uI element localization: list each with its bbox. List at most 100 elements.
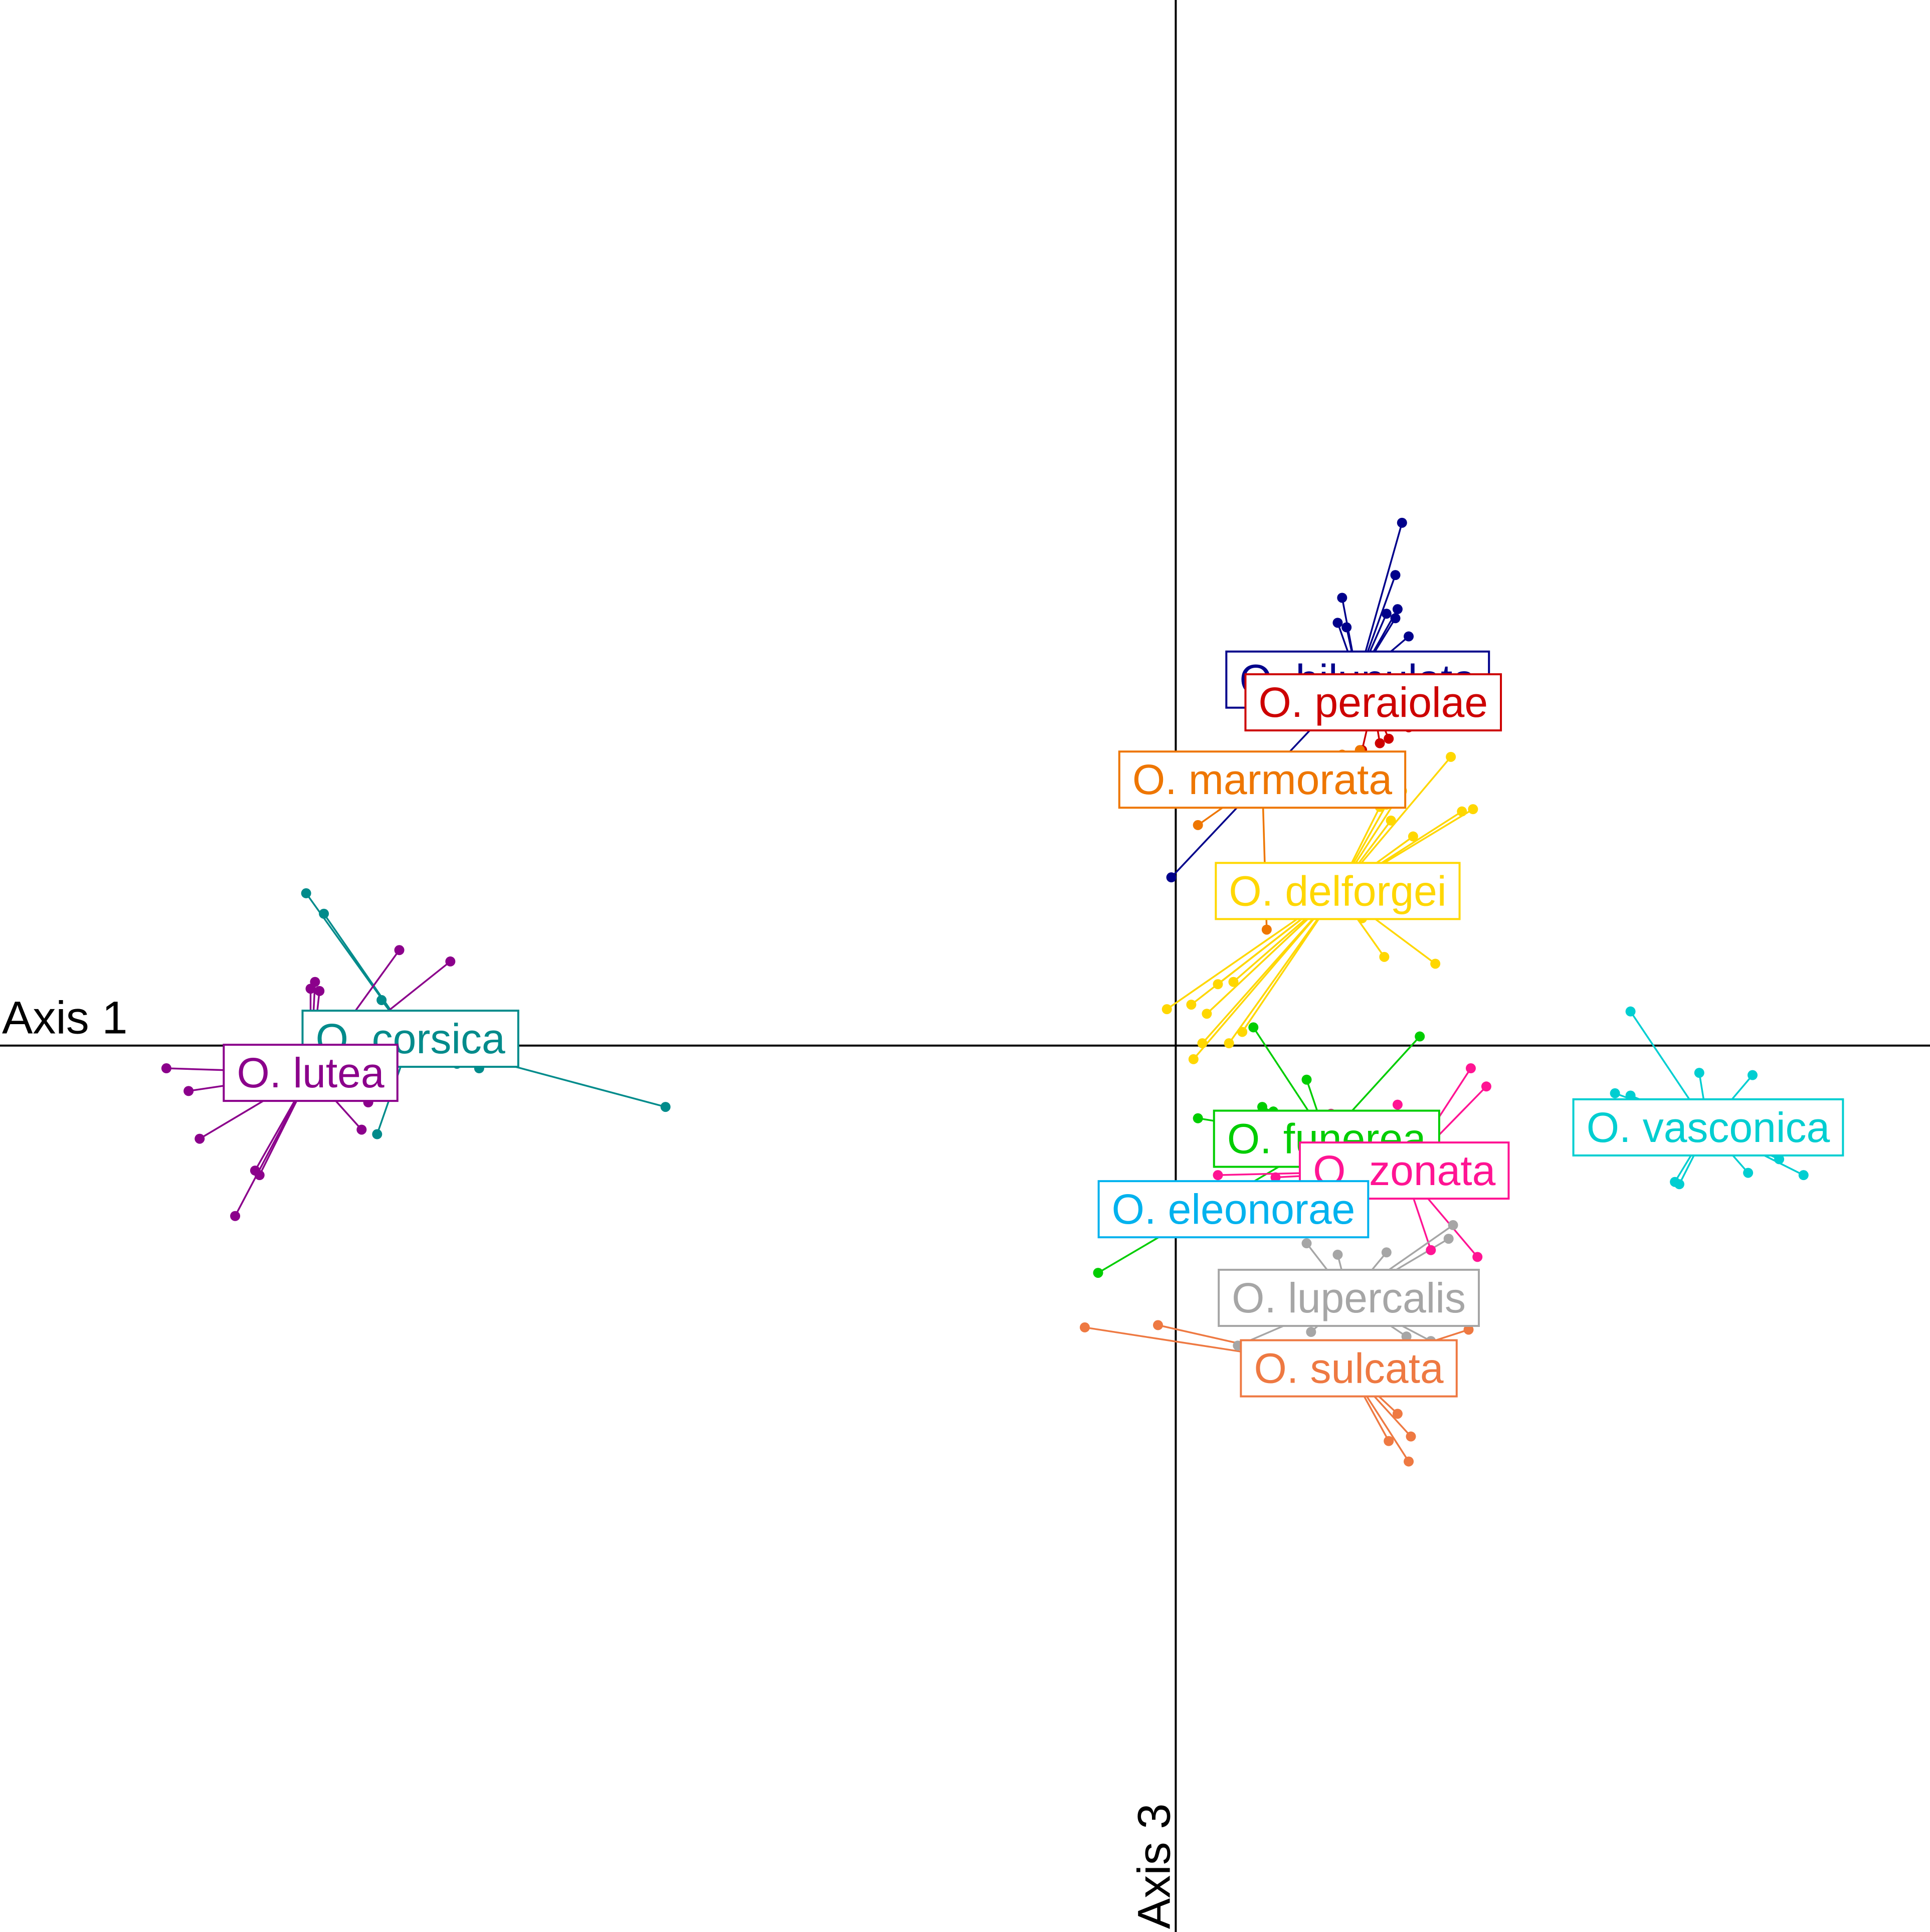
o-zonata-point-3 (1426, 1245, 1436, 1255)
o-lutea-label-text: O. lutea (237, 1049, 384, 1096)
o-funerea-point-3 (1193, 1113, 1203, 1123)
o-lupercalis-point-2 (1381, 1247, 1392, 1258)
o-delforgei-point-10 (1162, 1004, 1172, 1015)
o-lutea-point-1 (183, 1086, 194, 1096)
o-lupercalis-point-6 (1306, 1326, 1316, 1337)
y-axis-label: Axis 3 (1128, 1803, 1180, 1929)
o-delforgei-point-0 (1446, 751, 1456, 762)
o-lupercalis-point-3 (1448, 1220, 1458, 1230)
o-corsica-point-7 (376, 995, 387, 1006)
o-sulcata-point-4 (1406, 1431, 1416, 1442)
o-delforgei-point-2 (1457, 806, 1467, 817)
o-zonata-point-6 (1213, 1170, 1223, 1181)
o-vasconica-point-9 (1774, 1154, 1785, 1165)
o-bilunulata-point-1 (1390, 570, 1401, 581)
o-vasconica-label-box (1572, 1098, 1844, 1156)
o-lupercalis-point-1 (1332, 1249, 1343, 1260)
o-peraiolae-label-text: O. peraiolae (1258, 679, 1488, 726)
o-bilunulata-point-0 (1397, 517, 1407, 528)
o-peraiolae-point-3 (1384, 733, 1394, 744)
o-funerea-point-1 (1301, 1074, 1312, 1085)
o-sulcata-point-5 (1384, 1436, 1394, 1446)
o-lupercalis-label-text: O. lupercalis (1232, 1274, 1466, 1321)
o-delforgei-point-3 (1386, 815, 1396, 826)
o-lupercalis-label: O. lupercalis (1218, 1268, 1480, 1327)
o-lutea-point-6 (230, 1211, 241, 1221)
o-corsica-point-6 (372, 1129, 382, 1139)
o-lutea-point-10 (314, 986, 325, 996)
o-funerea-point-4 (1257, 1102, 1267, 1112)
o-lupercalis-point-7 (1401, 1331, 1412, 1342)
o-delforgei-point-12 (1202, 1009, 1212, 1019)
o-lutea-label-box (223, 1044, 399, 1102)
o-peraiolae-label-box (1244, 673, 1502, 732)
o-eleonorae-label: O. eleonorae (1097, 1180, 1370, 1239)
o-delforgei-point-14 (1228, 977, 1239, 987)
o-corsica-point-5 (660, 1102, 671, 1112)
o-funerea-point-6 (1093, 1268, 1103, 1278)
o-lutea-point-7 (254, 1170, 265, 1181)
o-delforgei-label-box (1215, 862, 1461, 920)
o-zonata-point-1 (1481, 1081, 1491, 1092)
o-delforgei-label-text: O. delforgei (1229, 867, 1446, 914)
o-peraiolae-point-2 (1375, 738, 1385, 748)
o-lutea-point-2 (394, 945, 405, 955)
o-delforgei-point-16 (1237, 1027, 1248, 1037)
x-axis-label: Axis 1 (2, 993, 128, 1044)
o-vasconica-point-4 (1610, 1088, 1620, 1098)
o-bilunulata-point-4 (1341, 622, 1352, 633)
o-delforgei-point-8 (1379, 951, 1390, 962)
o-marmorata-label-box (1118, 750, 1407, 809)
points-layer (161, 517, 1809, 1467)
o-vasconica-point-5 (1625, 1090, 1636, 1101)
o-bilunulata-point-9 (1404, 631, 1414, 642)
o-vasconica-label: O. vasconica (1572, 1098, 1844, 1156)
o-bilunulata-point-5 (1381, 609, 1392, 619)
o-funerea-point-2 (1415, 1031, 1425, 1042)
o-vasconica-point-7 (1674, 1179, 1684, 1190)
o-lutea-point-12 (310, 977, 320, 987)
o-delforgei-point-17 (1224, 1038, 1234, 1049)
o-zonata-label: O. zonata (1298, 1141, 1510, 1200)
o-lutea-point-4 (195, 1133, 205, 1144)
o-corsica-point-1 (319, 908, 329, 919)
o-sulcata-label-box (1240, 1339, 1458, 1398)
o-lutea-point-3 (445, 956, 456, 967)
o-delforgei-label: O. delforgei (1215, 862, 1461, 920)
o-lupercalis-point-0 (1301, 1238, 1312, 1249)
o-delforgei-point-6 (1408, 831, 1418, 842)
o-peraiolae-label: O. peraiolae (1244, 673, 1502, 732)
o-vasconica-point-1 (1694, 1068, 1704, 1078)
o-delforgei-point-18 (1188, 1054, 1199, 1064)
o-sulcata-point-1 (1153, 1320, 1163, 1330)
o-delforgei-point-13 (1213, 979, 1223, 990)
o-vasconica-label-text: O. vasconica (1587, 1104, 1830, 1151)
o-eleonorae-label-box (1097, 1180, 1370, 1239)
o-sulcata-point-2 (1463, 1324, 1474, 1335)
o-bilunulata-point-8 (1166, 872, 1177, 883)
o-delforgei-point-9 (1430, 958, 1441, 969)
o-bilunulata-point-7 (1390, 613, 1401, 624)
o-lupercalis-label-box (1218, 1268, 1480, 1327)
o-sulcata-label: O. sulcata (1240, 1339, 1458, 1398)
o-vasconica-point-10 (1798, 1170, 1809, 1181)
o-bilunulata-point-2 (1337, 593, 1347, 603)
o-corsica-point-0 (301, 888, 311, 898)
o-bilunulata-point-6 (1392, 604, 1403, 615)
o-zonata-point-7 (1270, 1172, 1281, 1183)
o-bilunulata-point-3 (1332, 618, 1343, 628)
o-zonata-point-0 (1465, 1063, 1476, 1074)
o-lupercalis-point-4 (1443, 1234, 1454, 1244)
o-sulcata-point-0 (1079, 1322, 1090, 1332)
o-sulcata-point-6 (1392, 1409, 1403, 1419)
o-marmorata-point-1 (1261, 924, 1272, 935)
o-lutea-point-0 (161, 1063, 171, 1074)
o-marmorata-point-0 (1193, 820, 1203, 830)
o-lutea-point-11 (356, 1124, 367, 1135)
o-corsica-label: O. corsica (301, 1010, 519, 1068)
o-delforgei-point-11 (1186, 1000, 1197, 1010)
o-zonata-point-2 (1392, 1099, 1403, 1110)
spokes-layer (166, 522, 1804, 1462)
